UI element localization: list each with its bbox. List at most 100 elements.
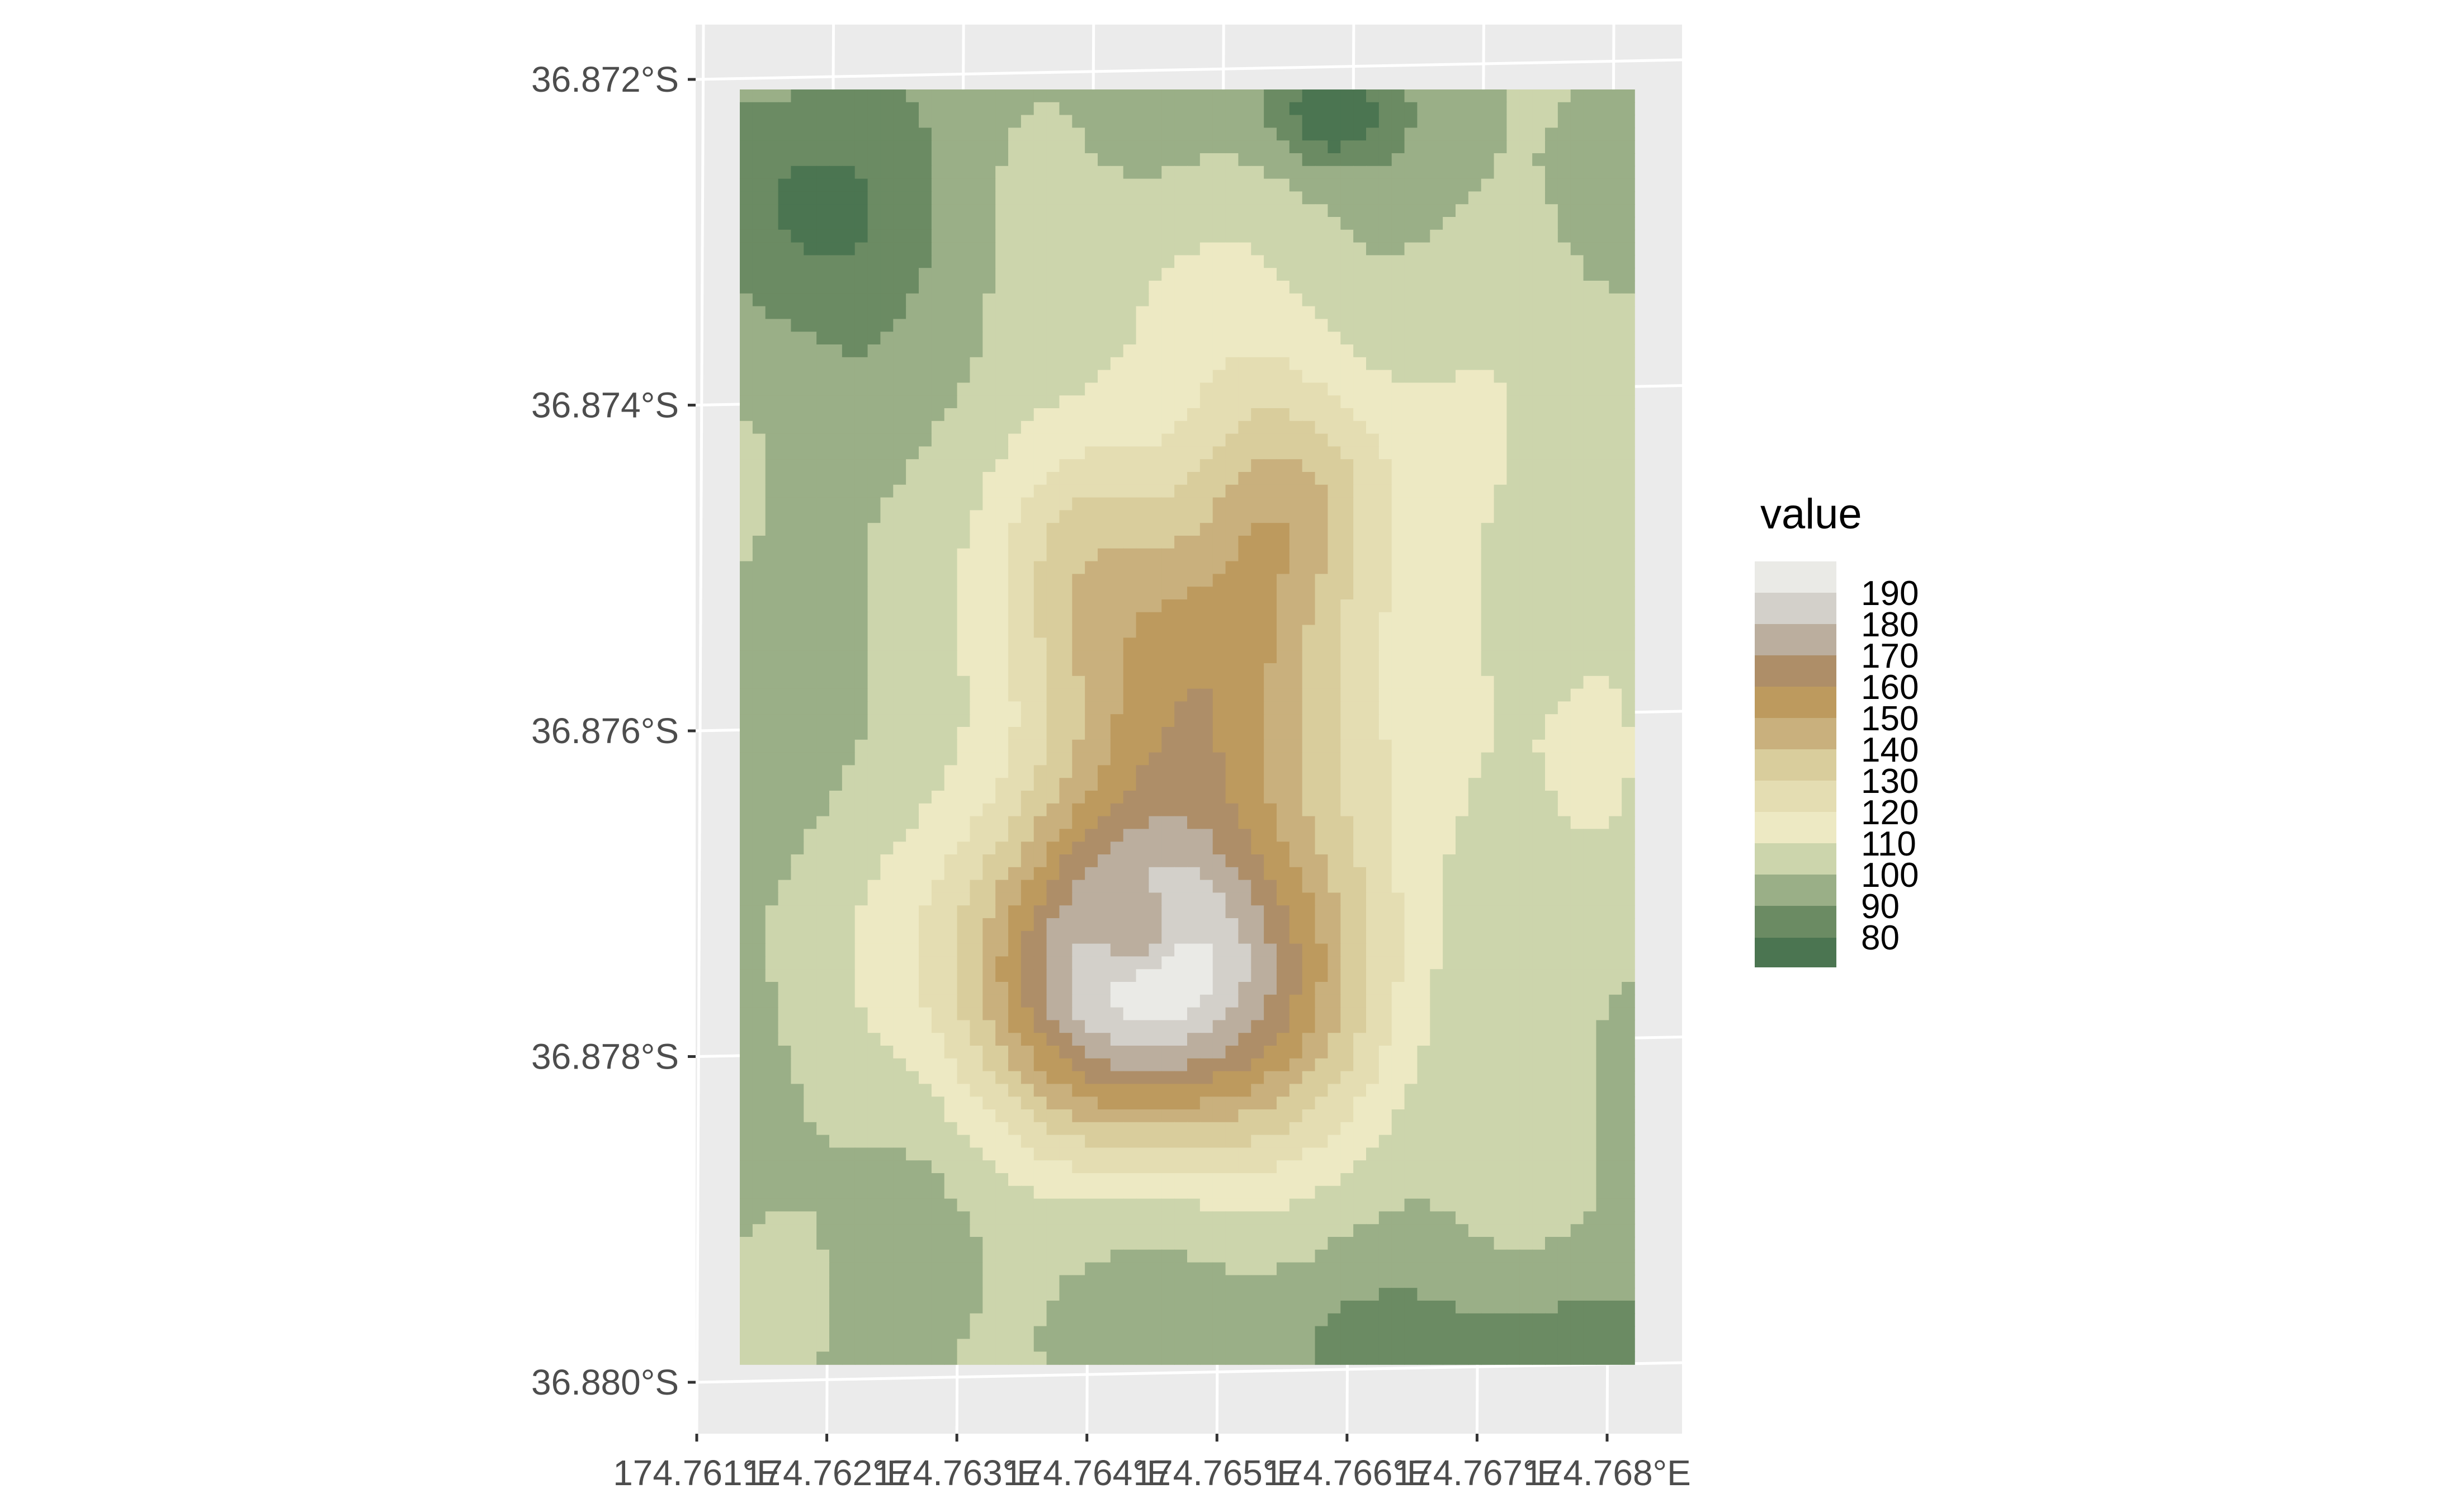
raster-cell (1328, 140, 1341, 154)
raster-cell (765, 637, 779, 651)
raster-cell (1264, 319, 1277, 332)
raster-cell (1430, 89, 1443, 103)
raster-cell (1570, 956, 1584, 970)
raster-cell (1174, 497, 1188, 511)
raster-cell (1238, 625, 1252, 639)
raster-cell (1609, 102, 1622, 116)
raster-cell (1212, 115, 1226, 129)
raster-cell (1545, 357, 1558, 371)
raster-cell (1021, 497, 1034, 511)
raster-cell (1443, 816, 1456, 830)
raster-cell (1021, 778, 1034, 791)
raster-cell (1417, 127, 1431, 141)
raster-cell (1021, 930, 1034, 944)
raster-cell (1110, 332, 1124, 345)
raster-cell (1212, 395, 1226, 409)
raster-cell (1098, 905, 1111, 919)
raster-cell (854, 778, 868, 791)
raster-cell (893, 854, 906, 868)
raster-cell (1506, 880, 1520, 894)
raster-cell (791, 574, 805, 587)
raster-cell (1161, 727, 1175, 740)
raster-cell (1481, 140, 1495, 154)
raster-cell (1098, 229, 1111, 243)
raster-cell (1264, 472, 1277, 485)
raster-cell (1174, 420, 1188, 434)
raster-cell (791, 319, 805, 332)
raster-cell (1494, 574, 1508, 587)
raster-cell (816, 842, 830, 855)
raster-cell (765, 484, 779, 498)
raster-cell (1059, 739, 1073, 753)
raster-cell (1596, 765, 1610, 778)
raster-cell (1545, 714, 1558, 727)
raster-cell (1494, 217, 1508, 230)
raster-cell (1046, 127, 1060, 141)
raster-cell (944, 255, 958, 268)
raster-cell (1021, 650, 1034, 664)
raster-cell (1123, 956, 1137, 970)
raster-cell (1391, 191, 1405, 205)
raster-cell (1021, 536, 1034, 549)
raster-cell (842, 306, 856, 320)
raster-cell (1212, 293, 1226, 307)
raster-cell (1187, 191, 1201, 205)
raster-cell (995, 420, 1009, 434)
raster-cell (1199, 319, 1213, 332)
raster-cell (995, 268, 1009, 281)
raster-cell (1302, 675, 1316, 689)
raster-cell (1404, 880, 1418, 894)
raster-cell (1021, 433, 1034, 447)
raster-cell (1506, 561, 1520, 575)
raster-cell (1443, 829, 1456, 842)
raster-cell (1494, 204, 1508, 218)
raster-cell (1417, 319, 1431, 332)
raster-cell (1506, 816, 1520, 830)
raster-cell (1417, 433, 1431, 447)
raster-cell (1570, 905, 1584, 919)
raster-cell (1008, 536, 1022, 549)
raster-cell (1532, 765, 1546, 778)
raster-cell (1021, 701, 1034, 715)
raster-cell (1046, 854, 1060, 868)
raster-cell (944, 204, 958, 218)
raster-cell (1506, 892, 1520, 906)
raster-cell (1123, 115, 1137, 129)
raster-cell (842, 765, 856, 778)
raster-cell (778, 344, 792, 358)
raster-cell (1353, 319, 1367, 332)
raster-cell (1149, 357, 1163, 371)
raster-cell (765, 867, 779, 881)
raster-cell (1404, 433, 1418, 447)
raster-cell (1366, 497, 1380, 511)
raster-cell (1596, 688, 1610, 702)
raster-cell (1494, 420, 1508, 434)
raster-cell (1391, 433, 1405, 447)
raster-cell (1161, 497, 1175, 511)
raster-cell (1532, 892, 1546, 906)
raster-cell (1545, 510, 1558, 523)
raster-cell (791, 599, 805, 613)
raster-cell (970, 166, 984, 179)
raster-cell (1033, 650, 1047, 664)
raster-cell (1378, 472, 1392, 485)
raster-cell (1174, 892, 1188, 906)
raster-cell (1174, 765, 1188, 778)
raster-cell (842, 816, 856, 830)
raster-cell (1494, 178, 1508, 192)
raster-cell (1085, 867, 1098, 881)
raster-cell (778, 982, 792, 995)
raster-cell (1417, 765, 1431, 778)
raster-cell (740, 523, 753, 536)
raster-cell (829, 459, 843, 472)
raster-cell (1021, 956, 1034, 970)
raster-cell (995, 344, 1009, 358)
raster-cell (816, 420, 830, 434)
raster-cell (1251, 382, 1264, 396)
raster-cell (931, 178, 945, 192)
raster-cell (867, 536, 881, 549)
raster-cell (1519, 102, 1533, 116)
raster-cell (1456, 153, 1469, 167)
raster-cell (944, 523, 958, 536)
raster-cell (1596, 472, 1610, 485)
